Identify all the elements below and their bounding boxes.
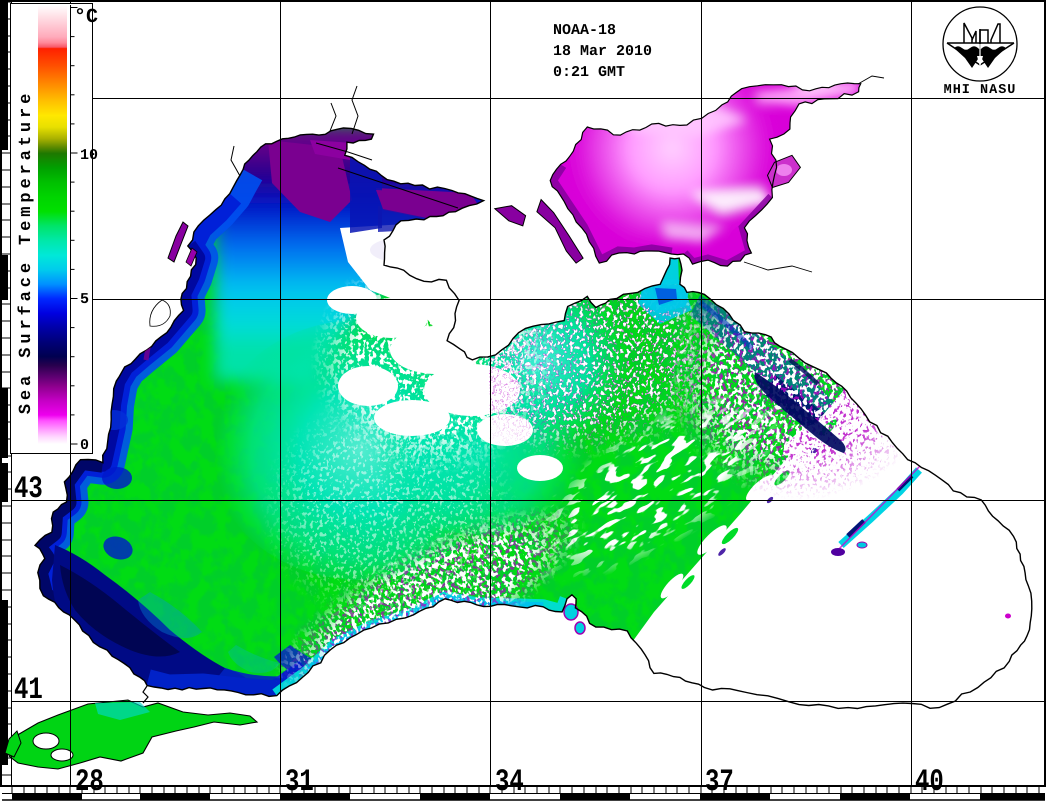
svg-text:43: 43 [14, 472, 43, 507]
svg-text:0: 0 [80, 437, 89, 454]
svg-text:5: 5 [80, 291, 89, 308]
svg-text:°C: °C [74, 6, 98, 29]
svg-text:10: 10 [80, 147, 98, 164]
svg-text:18 Mar 2010: 18 Mar 2010 [553, 43, 652, 60]
svg-text:MHI NASU: MHI NASU [944, 83, 1017, 98]
svg-text:28: 28 [75, 765, 104, 800]
svg-text:37: 37 [705, 765, 734, 800]
svg-text:41: 41 [14, 673, 43, 708]
svg-text:0:21 GMT: 0:21 GMT [553, 64, 625, 81]
svg-text:Sea Surface Temperature: Sea Surface Temperature [17, 90, 36, 414]
svg-text:34: 34 [495, 765, 524, 800]
svg-text:31: 31 [285, 765, 314, 800]
svg-text:NOAA-18: NOAA-18 [553, 22, 616, 39]
svg-text:40: 40 [915, 765, 944, 800]
